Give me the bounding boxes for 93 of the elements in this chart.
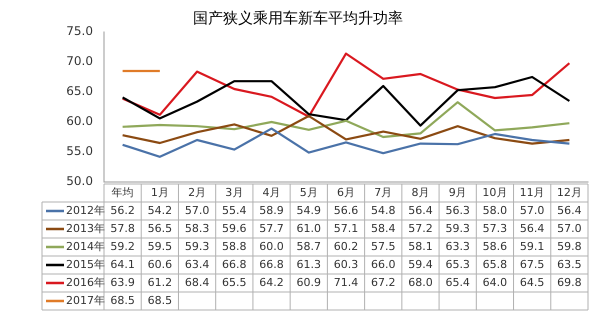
data-label: 57.8 <box>110 222 135 235</box>
x-tick-label: 3月 <box>225 186 244 199</box>
data-label: 68.5 <box>148 294 172 307</box>
y-tick-label: 60.0 <box>66 114 93 128</box>
x-tick-label: 年均 <box>112 186 134 199</box>
data-label: 56.4 <box>520 222 544 235</box>
x-tick-label: 7月 <box>374 186 392 199</box>
data-label: 59.4 <box>408 258 433 271</box>
y-tick-label: 50.0 <box>66 174 93 188</box>
x-tick-label: 12月 <box>556 186 582 199</box>
data-label: 58.6 <box>482 240 508 253</box>
data-label: 59.2 <box>110 240 135 253</box>
data-label: 64.5 <box>520 276 544 289</box>
data-label: 61.3 <box>296 258 322 271</box>
x-tick-label: 11月 <box>520 186 545 199</box>
data-label: 60.0 <box>259 240 284 253</box>
legend-label: 2012年 <box>66 204 105 217</box>
x-tick-label: 6月 <box>337 186 355 199</box>
data-label: 54.2 <box>148 204 172 217</box>
data-label: 61.0 <box>296 222 322 235</box>
legend-label: 2014年 <box>66 240 105 253</box>
data-label: 63.3 <box>445 240 470 253</box>
data-label: 68.0 <box>408 276 433 289</box>
x-tick-label: 2月 <box>188 186 206 199</box>
data-label: 56.2 <box>110 204 135 217</box>
data-label: 64.0 <box>482 276 508 289</box>
data-label: 65.3 <box>445 258 470 271</box>
data-label: 54.9 <box>296 204 322 217</box>
data-label: 54.8 <box>370 204 396 217</box>
data-label: 57.1 <box>334 222 358 235</box>
data-label: 57.0 <box>184 204 210 217</box>
legend-label: 2013年 <box>66 222 105 235</box>
legend-label: 2017年 <box>66 294 105 307</box>
legend-label: 2016年 <box>66 276 105 289</box>
data-label: 67.5 <box>520 258 544 271</box>
data-label: 65.5 <box>222 276 247 289</box>
legend-label: 2015年 <box>66 258 105 271</box>
data-label: 65.4 <box>445 276 470 289</box>
data-label: 58.9 <box>259 204 284 217</box>
data-label: 65.8 <box>482 258 508 271</box>
y-tick-label: 65.0 <box>66 84 93 98</box>
data-label: 56.5 <box>148 222 172 235</box>
data-label: 64.1 <box>110 258 135 271</box>
data-label: 55.4 <box>222 204 247 217</box>
data-label: 56.4 <box>557 204 582 217</box>
x-tick-label: 8月 <box>411 186 430 199</box>
y-tick-label: 70.0 <box>66 54 93 68</box>
data-label: 58.4 <box>370 222 396 235</box>
data-label: 59.8 <box>557 240 582 253</box>
data-label: 68.5 <box>110 294 135 307</box>
data-label: 68.4 <box>184 276 210 289</box>
data-label: 61.2 <box>148 276 172 289</box>
data-label: 58.0 <box>482 204 508 217</box>
data-label: 60.2 <box>334 240 358 253</box>
data-label: 57.7 <box>259 222 284 235</box>
data-label: 66.8 <box>222 258 247 271</box>
data-label: 56.6 <box>334 204 358 217</box>
x-tick-label: 1月 <box>150 186 169 199</box>
chart-title: 国产狭义乘用车新车平均升功率 <box>193 8 403 27</box>
x-tick-label: 4月 <box>262 186 281 199</box>
data-label: 63.4 <box>184 258 210 271</box>
data-label: 60.9 <box>296 276 322 289</box>
data-label: 69.8 <box>557 276 582 289</box>
data-label: 71.4 <box>334 276 358 289</box>
x-tick-label: 10月 <box>482 186 508 199</box>
data-label: 59.1 <box>520 240 544 253</box>
data-label: 57.5 <box>370 240 396 253</box>
data-label: 57.2 <box>408 222 433 235</box>
data-label: 57.3 <box>482 222 508 235</box>
data-label: 66.0 <box>370 258 396 271</box>
data-label: 63.9 <box>110 276 135 289</box>
data-label: 56.3 <box>445 204 470 217</box>
data-label: 67.2 <box>370 276 396 289</box>
data-label: 58.3 <box>184 222 210 235</box>
data-label: 58.1 <box>408 240 433 253</box>
data-label: 58.8 <box>222 240 247 253</box>
data-label: 57.0 <box>557 222 582 235</box>
data-label: 60.6 <box>148 258 172 271</box>
data-label: 59.3 <box>445 222 470 235</box>
data-label: 63.5 <box>557 258 582 271</box>
data-label: 56.4 <box>408 204 433 217</box>
data-label: 59.6 <box>222 222 247 235</box>
data-label: 64.2 <box>259 276 284 289</box>
data-label: 66.8 <box>259 258 284 271</box>
y-tick-label: 75.0 <box>66 24 93 38</box>
data-label: 59.5 <box>148 240 172 253</box>
x-tick-label: 5月 <box>300 186 318 199</box>
x-tick-label: 9月 <box>448 186 467 199</box>
data-label: 59.3 <box>184 240 210 253</box>
data-label: 57.0 <box>520 204 544 217</box>
data-label: 58.7 <box>296 240 322 253</box>
y-tick-label: 55.0 <box>66 144 93 158</box>
data-label: 60.3 <box>334 258 358 271</box>
